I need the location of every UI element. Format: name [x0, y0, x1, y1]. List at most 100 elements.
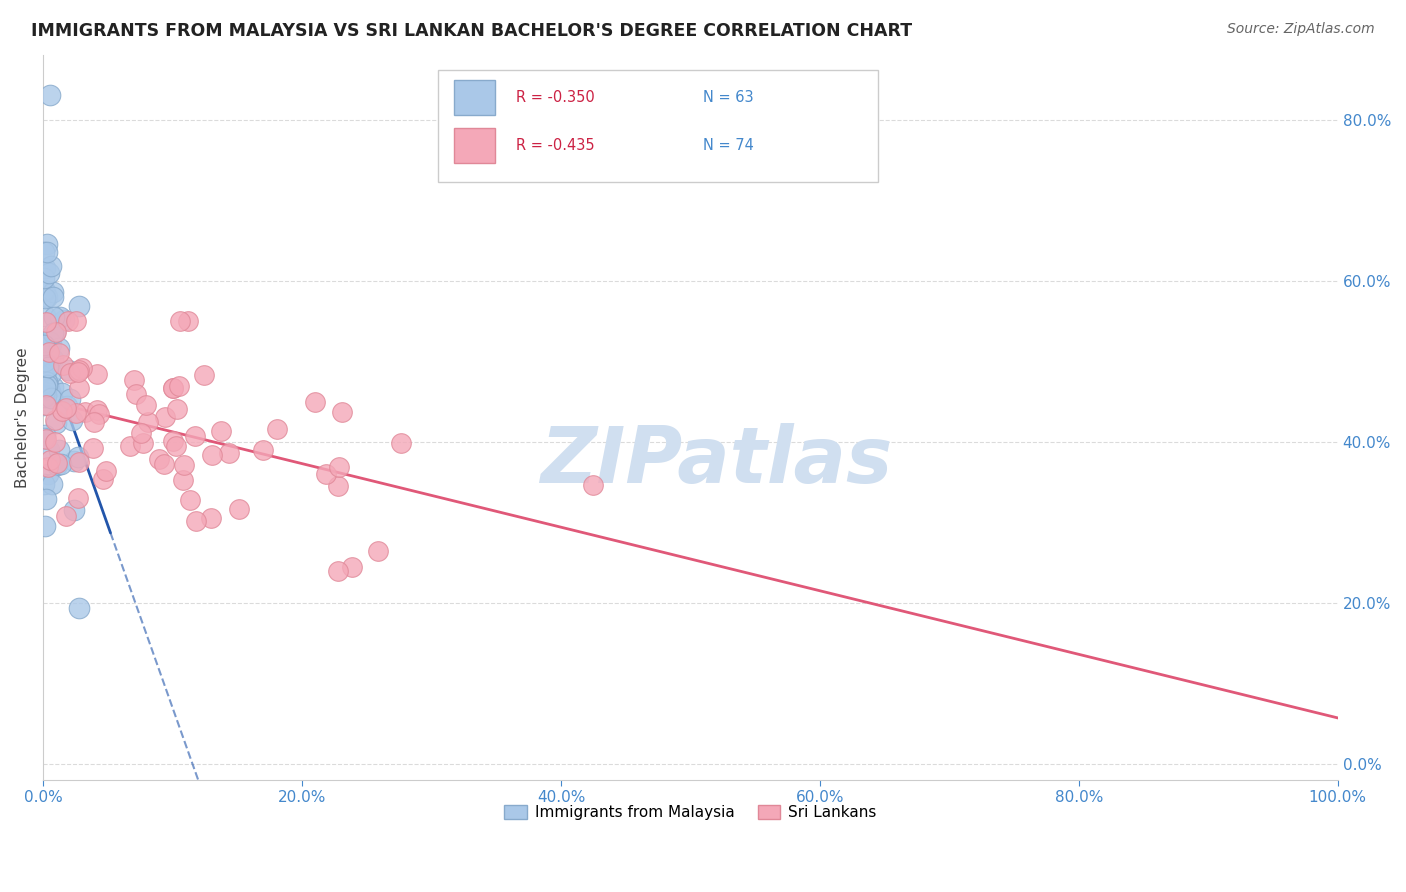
Point — [63, 454, 86, 468]
Point — [41, 476, 63, 491]
Point — [193, 368, 215, 382]
Point — [173, 458, 195, 472]
Bar — [454, 79, 495, 114]
Point — [148, 451, 170, 466]
Point — [42, 290, 65, 304]
Point — [67, 601, 90, 615]
Point — [91, 472, 114, 486]
Text: IMMIGRANTS FROM MALAYSIA VS SRI LANKAN BACHELOR'S DEGREE CORRELATION CHART: IMMIGRANTS FROM MALAYSIA VS SRI LANKAN B… — [31, 22, 912, 40]
Point — [67, 365, 90, 379]
Point — [252, 442, 274, 457]
Point — [35, 237, 58, 252]
Point — [326, 479, 349, 493]
Point — [41, 326, 63, 341]
Point — [34, 244, 56, 259]
Point — [35, 375, 58, 389]
Point — [37, 459, 59, 474]
Point — [38, 88, 60, 103]
Point — [59, 366, 82, 380]
Point — [83, 415, 105, 429]
Point — [51, 458, 73, 472]
Point — [34, 271, 56, 285]
Point — [49, 310, 72, 325]
Point — [35, 399, 58, 413]
Point — [35, 491, 58, 506]
Point — [169, 314, 191, 328]
Point — [39, 391, 62, 405]
Point — [165, 439, 187, 453]
Point — [179, 492, 201, 507]
Point — [44, 412, 66, 426]
Point — [34, 283, 56, 297]
Point — [67, 381, 90, 395]
Point — [86, 403, 108, 417]
Point — [44, 310, 66, 325]
Point — [82, 441, 104, 455]
Point — [37, 331, 59, 345]
Point — [42, 285, 65, 299]
Point — [153, 457, 176, 471]
Point — [581, 477, 603, 491]
Point — [37, 360, 59, 375]
Point — [69, 299, 91, 313]
Point — [55, 399, 77, 413]
Point — [162, 381, 184, 395]
Point — [44, 325, 66, 339]
Point — [38, 267, 60, 281]
Point — [125, 386, 148, 401]
Point — [51, 385, 73, 400]
Point — [41, 351, 63, 366]
Point — [70, 361, 93, 376]
Text: Source: ZipAtlas.com: Source: ZipAtlas.com — [1227, 22, 1375, 37]
Point — [35, 363, 58, 377]
Point — [51, 404, 73, 418]
Point — [34, 338, 56, 352]
Y-axis label: Bachelor's Degree: Bachelor's Degree — [15, 347, 30, 488]
Point — [162, 380, 184, 394]
Text: R = -0.350: R = -0.350 — [516, 90, 595, 104]
Point — [389, 436, 412, 450]
Point — [63, 503, 86, 517]
Text: N = 63: N = 63 — [703, 90, 754, 104]
Point — [131, 436, 153, 450]
Point — [35, 378, 58, 392]
Point — [120, 438, 142, 452]
Point — [34, 428, 56, 442]
Point — [39, 337, 62, 351]
Point — [58, 392, 80, 406]
Point — [48, 442, 70, 457]
Point — [326, 564, 349, 578]
Point — [34, 284, 56, 298]
Point — [96, 465, 118, 479]
Text: N = 74: N = 74 — [703, 138, 754, 153]
Point — [34, 292, 56, 306]
Legend: Immigrants from Malaysia, Sri Lankans: Immigrants from Malaysia, Sri Lankans — [498, 798, 883, 826]
Point — [87, 407, 110, 421]
Point — [34, 398, 56, 412]
Point — [153, 410, 176, 425]
Point — [39, 335, 62, 350]
Point — [67, 450, 90, 464]
Point — [266, 421, 288, 435]
Point — [315, 467, 337, 481]
Point — [53, 312, 76, 326]
Point — [34, 334, 56, 349]
Point — [52, 358, 75, 372]
Point — [39, 453, 62, 467]
Point — [162, 434, 184, 448]
Point — [228, 501, 250, 516]
Point — [34, 476, 56, 491]
Point — [129, 426, 152, 441]
Point — [35, 290, 58, 304]
Point — [35, 382, 58, 396]
Point — [342, 560, 364, 574]
Point — [34, 431, 56, 445]
Point — [45, 416, 67, 430]
Point — [37, 467, 59, 481]
Point — [136, 415, 159, 429]
Point — [60, 413, 83, 427]
Point — [34, 388, 56, 402]
Point — [41, 379, 63, 393]
Point — [122, 373, 145, 387]
Point — [201, 448, 224, 462]
